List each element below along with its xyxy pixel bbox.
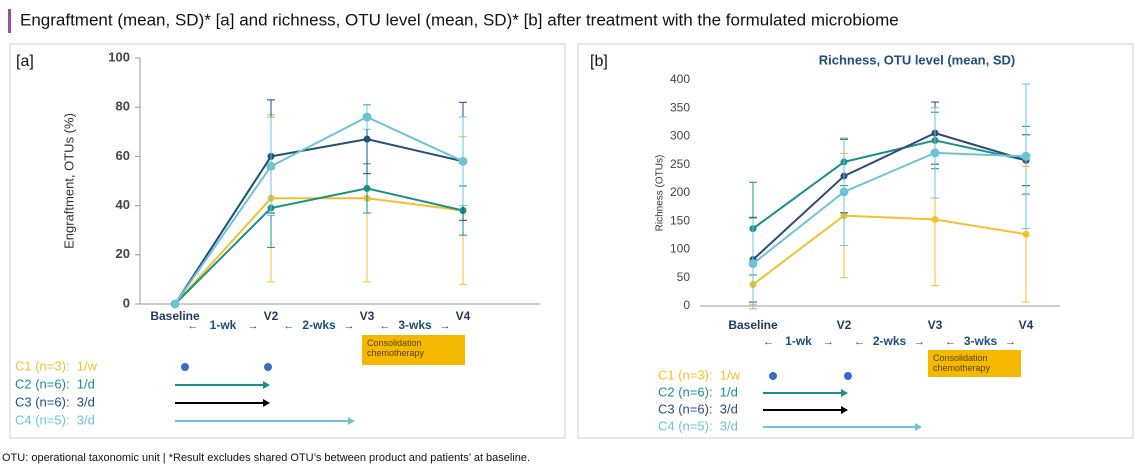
data-point [1022,230,1030,238]
schedule-arrowhead [263,381,270,389]
data-point [748,259,758,269]
interval-arrow: → [440,320,451,332]
series-line [174,197,464,305]
x-tick-label: V2 [837,318,852,332]
schedule-arrowhead [915,423,922,431]
legend-label: C4 (n=5): 3/d [15,412,95,427]
legend-label: C2 (n=6): 1/d [658,384,738,399]
x-tick-label: V3 [360,309,375,323]
annotation-box [362,335,465,365]
x-tick-label: Baseline [150,309,200,323]
y-tick-label: 50 [677,270,691,284]
schedule-dot [769,372,777,380]
y-tick-label: 0 [123,295,130,310]
y-tick-label: 350 [670,100,690,114]
y-tick-label: 60 [116,148,130,163]
interval-arrow: ← [854,336,865,348]
legend-label: C1 (n=3): 1/w [15,358,98,373]
interval-arrow: → [248,320,259,332]
annotation-box [928,350,1021,377]
header-title: Engraftment (mean, SD)* [a] and richness… [20,10,899,29]
annotation: Consolidation chemotherapy [933,353,991,374]
y-tick-label: 40 [116,197,130,212]
data-point [930,148,940,158]
y-tick-label: 150 [670,213,690,227]
schedule-arrowhead [841,406,848,414]
interval-label: 1-wk [210,318,237,332]
annotation-wrap: Consolidation chemotherapy [933,353,991,374]
x-tick-label: Baseline [728,318,778,332]
interval-label: 3-wks [398,318,432,332]
legend-label: C2 (n=6): 1/d [15,376,95,391]
x-tick-label: V4 [456,309,471,323]
series-line [752,132,1027,261]
x-tick-label: V2 [264,309,279,323]
interval-arrow: → [1005,336,1016,348]
data-point [170,299,180,309]
interval-arrow: ← [284,320,295,332]
y-tick-label: 20 [116,246,130,261]
series-line [174,187,464,305]
data-point [839,187,849,197]
series-line [752,139,1027,230]
x-tick-label: V4 [1019,318,1034,332]
x-tick-label: V3 [928,318,943,332]
data-point [266,161,276,171]
y-tick-label: 200 [670,185,690,199]
y-tick-label: 0 [683,298,690,312]
data-point [1021,151,1031,161]
schedule-dot [264,363,272,371]
y-axis-label: Engraftment, OTUs (%) [61,113,76,249]
y-tick-label: 400 [670,72,690,86]
y-tick-label: 300 [670,129,690,143]
footnote: OTU: operational taxonomic unit | *Resul… [2,452,530,464]
annotation-wrap: Consolidation chemotherapy [367,338,425,359]
y-tick-label: 80 [116,99,130,114]
panel-a [9,43,566,439]
interval-arrow: ← [188,320,199,332]
series-line [752,214,1027,286]
series-line [752,151,1027,265]
series-line [174,115,464,305]
y-tick-label: 250 [670,157,690,171]
interval-arrow: → [344,320,355,332]
interval-arrow: ← [763,336,774,348]
interval-arrow: → [823,336,834,348]
schedule-arrowhead [348,417,355,425]
interval-label: 2-wks [873,334,907,348]
annotation: Consolidation chemotherapy [367,338,425,359]
panel-label: [b] [590,53,608,70]
data-point [931,216,939,224]
legend-label: C1 (n=3): 1/w [658,367,741,382]
schedule-dot [181,363,189,371]
y-tick-label: 100 [108,49,130,64]
legend-label: C4 (n=5): 3/d [658,418,738,433]
header-accent [8,9,11,33]
interval-arrow: ← [945,336,956,348]
data-point [362,112,372,122]
interval-arrow: → [914,336,925,348]
interval-label: 1-wk [785,334,812,348]
panel-label: [a] [16,53,34,70]
series-line [174,138,464,305]
legend-label: C3 (n=6): 3/d [658,401,738,416]
interval-label: 2-wks [302,318,336,332]
interval-arrow: ← [380,320,391,332]
data-point [363,184,371,192]
panel-b [577,43,1134,439]
chart-title: Richness, OTU level (mean, SD) [819,52,1016,67]
data-point [458,156,468,166]
y-tick-label: 100 [670,242,690,256]
data-point [363,135,371,143]
schedule-arrowhead [841,389,848,397]
y-axis-label: Richness (OTUs) [655,155,666,232]
schedule-arrowhead [263,399,270,407]
interval-label: 3-wks [964,334,998,348]
schedule-dot [844,372,852,380]
legend-label: C3 (n=6): 3/d [15,394,95,409]
